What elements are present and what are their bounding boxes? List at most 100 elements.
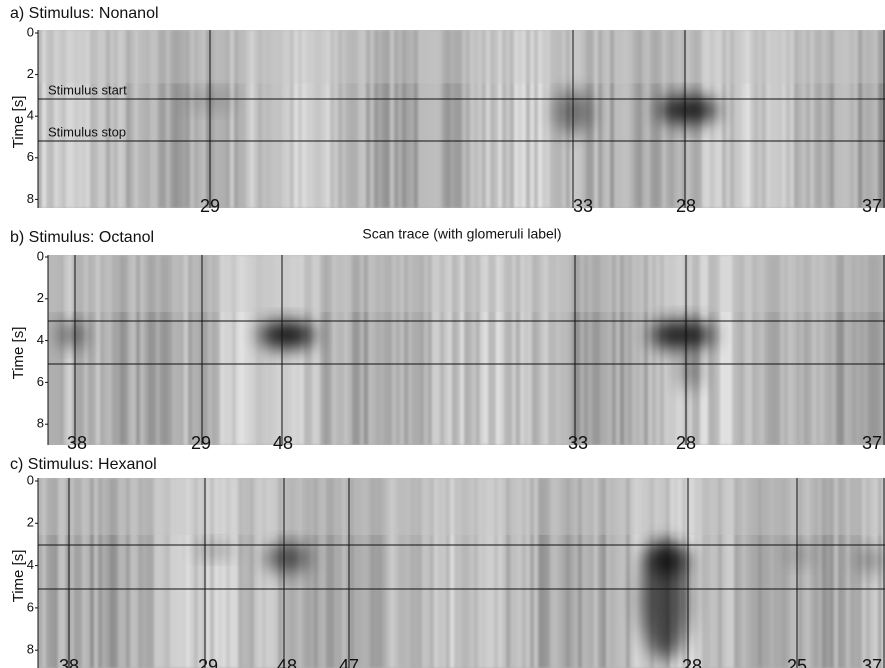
stripe — [156, 255, 160, 445]
stripe — [322, 30, 326, 208]
stripe — [758, 30, 762, 208]
stripe — [542, 478, 546, 668]
stripe — [270, 30, 274, 208]
stripe — [294, 478, 298, 668]
stripe — [614, 30, 618, 208]
stripe — [846, 478, 850, 668]
stripe — [752, 255, 756, 445]
stripe — [486, 478, 490, 668]
glomerulus-label: 48 — [277, 656, 297, 668]
stripe — [230, 30, 234, 208]
stripe — [742, 478, 746, 668]
stripe — [548, 255, 552, 445]
stripe — [744, 255, 748, 445]
stripe — [166, 30, 170, 208]
top-band — [38, 30, 885, 84]
stripe — [42, 478, 46, 668]
glomerulus-label: 33 — [573, 196, 593, 216]
stripe — [82, 478, 86, 668]
stripe — [786, 30, 790, 208]
stripe — [376, 255, 380, 445]
stripe — [474, 30, 478, 208]
stripe — [390, 478, 394, 668]
stripe — [604, 255, 608, 445]
stripe — [128, 255, 132, 445]
stripe — [602, 30, 606, 208]
response — [265, 544, 309, 572]
stripe — [216, 255, 220, 445]
stripe — [62, 30, 66, 208]
stripe — [102, 478, 106, 668]
stripe — [828, 255, 832, 445]
stripe — [850, 478, 854, 668]
stripe — [760, 255, 764, 445]
stripe — [130, 478, 134, 668]
stripe — [696, 255, 700, 445]
stripe — [620, 255, 624, 445]
stripe — [532, 255, 536, 445]
stripe — [144, 255, 148, 445]
stripe — [616, 255, 620, 445]
stripe — [228, 255, 232, 445]
stripe — [402, 478, 406, 668]
stripe — [700, 255, 704, 445]
stripe — [210, 478, 214, 668]
stripe — [450, 30, 454, 208]
stripe — [182, 478, 186, 668]
y-tick-label: 0 — [27, 24, 34, 39]
stripe — [636, 255, 640, 445]
stripe — [802, 30, 806, 208]
stripe — [66, 478, 70, 668]
stripe — [500, 255, 504, 445]
stripe — [340, 255, 344, 445]
stripe — [454, 478, 458, 668]
stripe — [470, 30, 474, 208]
stripe — [792, 255, 796, 445]
stripe — [550, 478, 554, 668]
stripe — [740, 255, 744, 445]
stripe — [734, 30, 738, 208]
stripe — [58, 30, 62, 208]
response — [259, 321, 315, 349]
panel-title: b) Stimulus: Octanol — [10, 229, 154, 246]
response — [658, 96, 718, 124]
stripe — [142, 478, 146, 668]
stripe — [850, 30, 854, 208]
stripe — [480, 255, 484, 445]
stripe — [624, 255, 628, 445]
stripe — [468, 255, 472, 445]
stripe — [170, 30, 174, 208]
stripe — [460, 255, 464, 445]
stripe — [746, 30, 750, 208]
stripe — [212, 255, 216, 445]
stripe — [644, 255, 648, 445]
stripe — [434, 478, 438, 668]
stripe — [592, 255, 596, 445]
stripe — [106, 30, 110, 208]
stripe — [824, 255, 828, 445]
stripe — [472, 255, 476, 445]
stripe — [578, 478, 582, 668]
stripe — [470, 478, 474, 668]
stripe — [466, 30, 470, 208]
stripe — [78, 30, 82, 208]
stripe — [172, 255, 176, 445]
stripe — [494, 30, 498, 208]
stripe — [726, 30, 730, 208]
stripe — [832, 255, 836, 445]
stripe — [556, 255, 560, 445]
stripe — [314, 478, 318, 668]
stripe — [768, 255, 772, 445]
stripe — [758, 478, 762, 668]
stripe — [766, 30, 770, 208]
stripe — [384, 255, 388, 445]
stripe — [518, 30, 522, 208]
image — [38, 30, 885, 208]
stripe — [190, 478, 194, 668]
stripe — [82, 30, 86, 208]
stripe — [690, 478, 694, 668]
stripe — [510, 478, 514, 668]
stripe — [244, 255, 248, 445]
stripe — [474, 478, 478, 668]
stripe — [794, 478, 798, 668]
